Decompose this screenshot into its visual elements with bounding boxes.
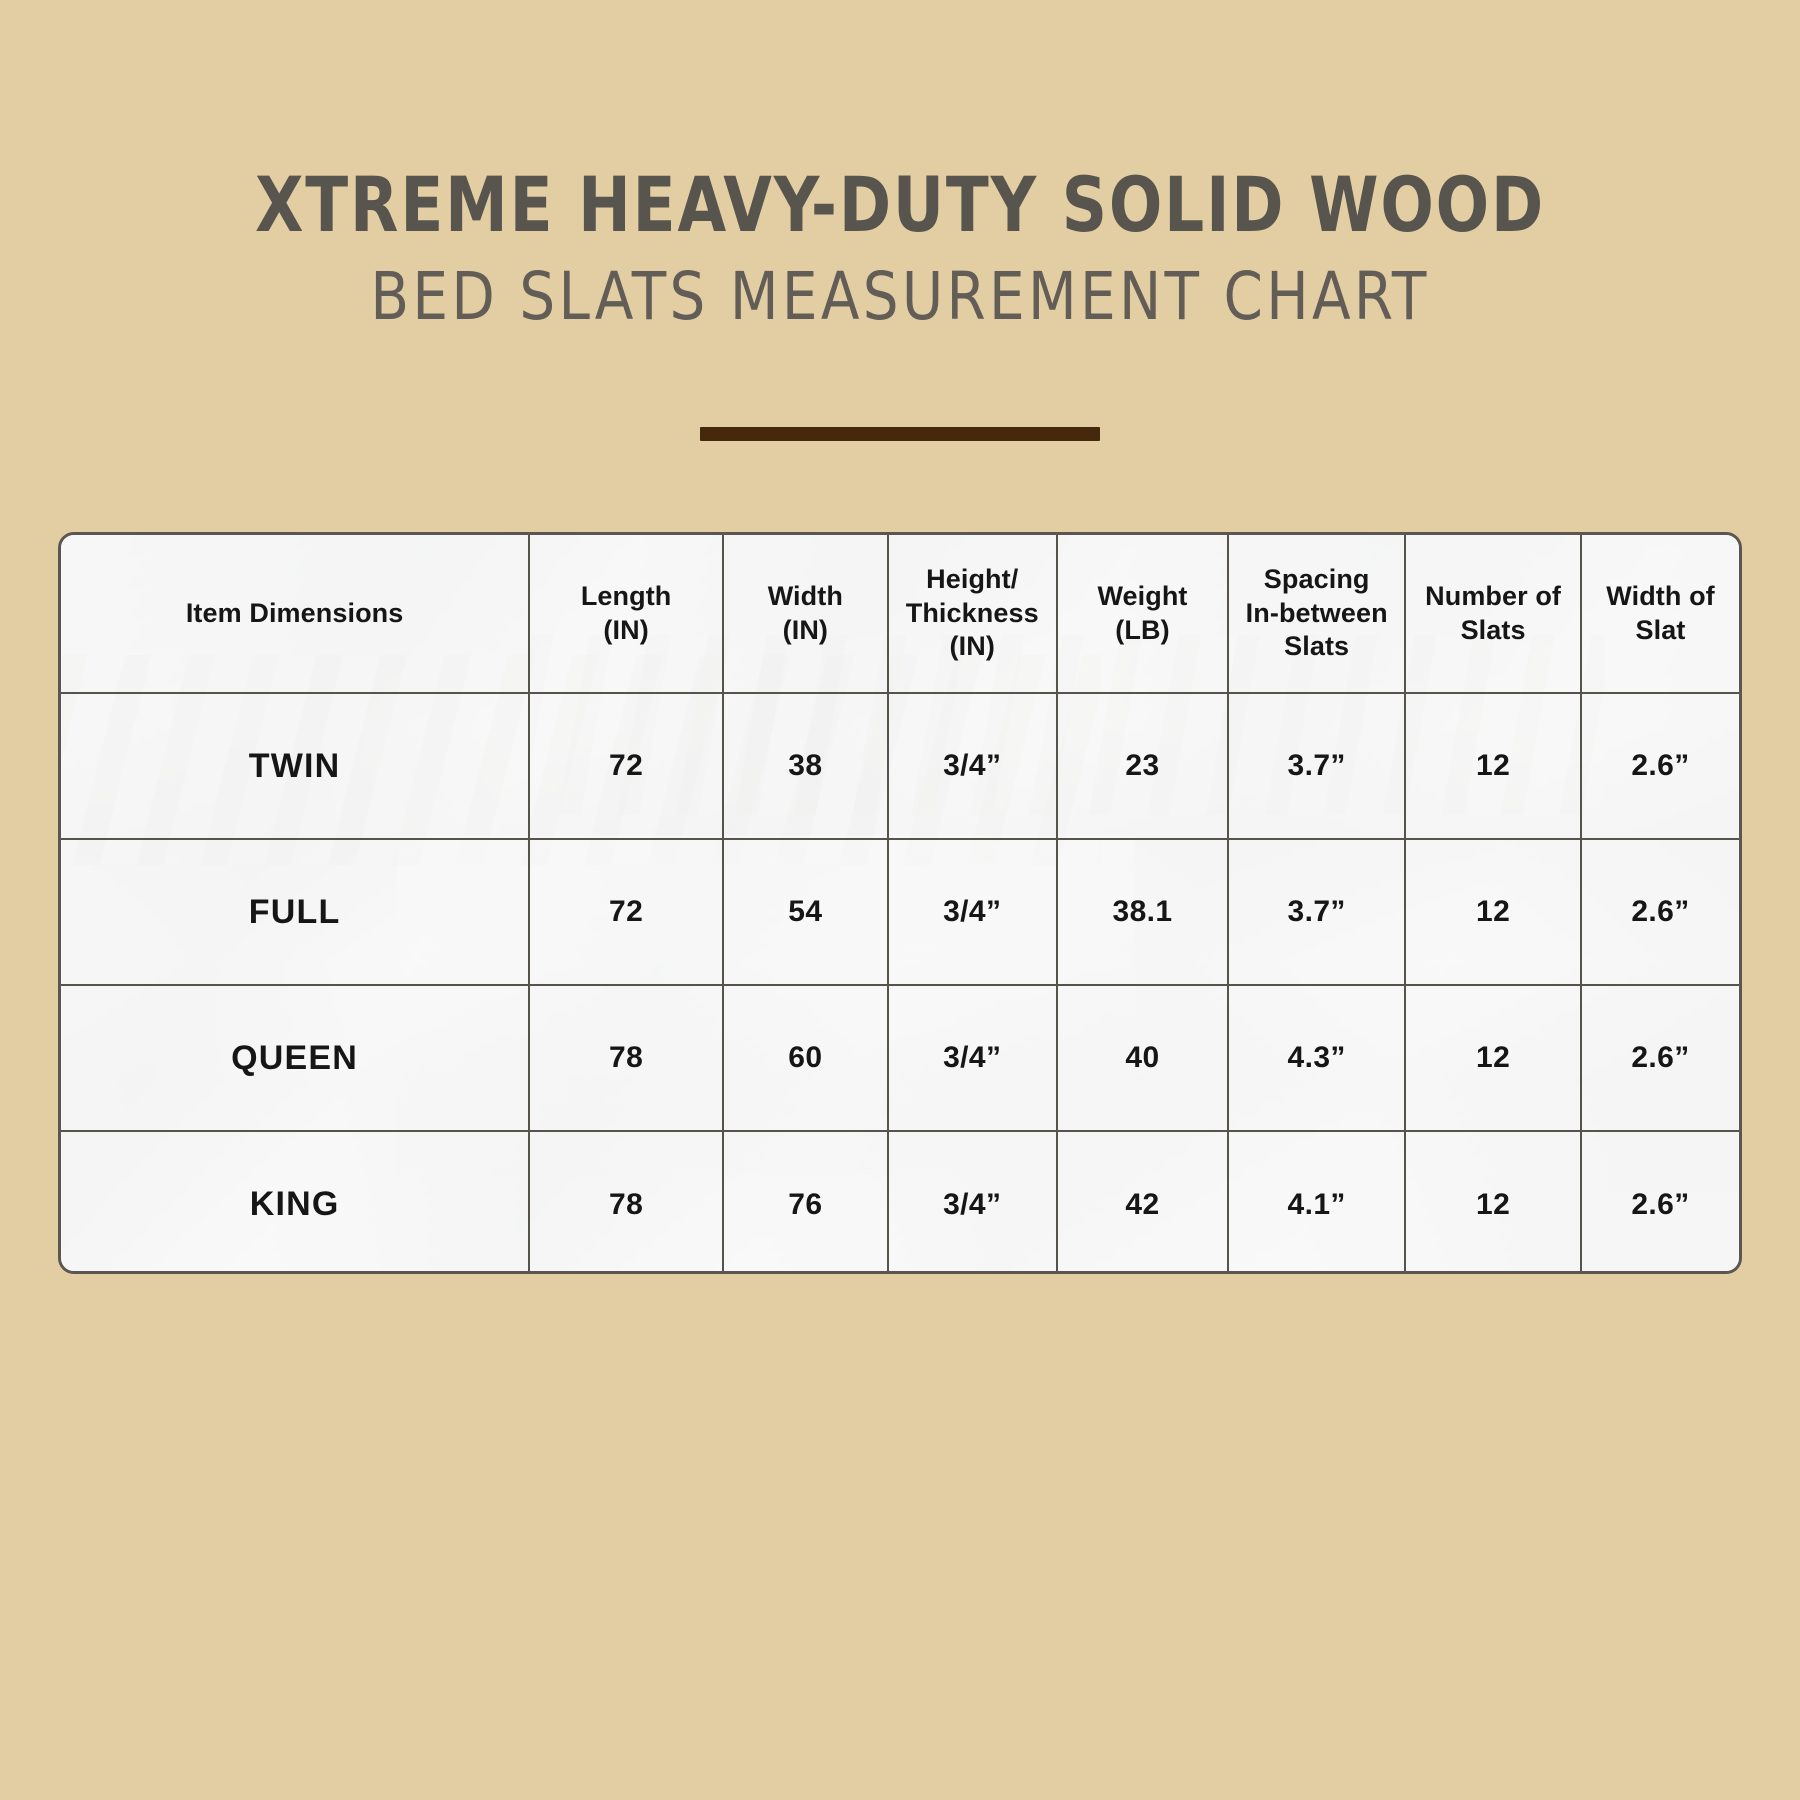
header-line-2: (IN)	[782, 614, 829, 645]
header-line-1: Number of	[1425, 581, 1562, 612]
column-header-width: Width (IN)	[722, 535, 889, 694]
cell-slatwidth: 2.6”	[1580, 1130, 1739, 1271]
cell-height: 3/4”	[886, 1130, 1058, 1271]
cell-number: 12	[1404, 692, 1583, 840]
measurement-table-container: Item Dimensions Length (IN) Width (IN) H…	[58, 532, 1742, 1274]
column-header-length: Length (IN)	[528, 535, 724, 694]
cell-weight: 40	[1055, 984, 1230, 1132]
cell-number: 12	[1404, 838, 1583, 986]
measurement-table: Item Dimensions Length (IN) Width (IN) H…	[61, 535, 1739, 1271]
table-row: FULL 72 54 3/4” 38.1 3.7” 12 2.6”	[61, 838, 1739, 986]
cell-length: 78	[528, 984, 724, 1132]
cell-length: 78	[528, 1130, 724, 1271]
header-line-1: Width	[767, 581, 843, 612]
column-header-item-dimensions: Item Dimensions	[61, 535, 531, 694]
cell-slatwidth: 2.6”	[1580, 838, 1739, 986]
header-line-1: Width of	[1606, 581, 1715, 612]
header-line-2: Slats	[1460, 614, 1526, 645]
header-line-1: Height/	[926, 564, 1019, 595]
cell-item: KING	[61, 1130, 531, 1271]
header-line-2: Slat	[1635, 614, 1686, 645]
header-line-2: In-between	[1245, 597, 1388, 628]
title-divider-bar	[700, 426, 1100, 441]
cell-weight: 42	[1055, 1130, 1230, 1271]
header-line-2: (LB)	[1115, 614, 1170, 645]
cell-item: TWIN	[61, 692, 531, 840]
cell-length: 72	[528, 692, 724, 840]
cell-spacing: 4.1”	[1227, 1130, 1407, 1271]
cell-height: 3/4”	[886, 984, 1058, 1132]
header-line-1: Weight	[1097, 581, 1188, 612]
cell-height: 3/4”	[886, 692, 1058, 840]
cell-weight: 23	[1055, 692, 1230, 840]
cell-number: 12	[1404, 984, 1583, 1132]
cell-length: 72	[528, 838, 724, 986]
header-line-1: Length	[580, 581, 672, 612]
column-header-number-of-slats: Number of Slats	[1404, 535, 1583, 694]
divider-wrap	[0, 426, 1800, 441]
column-header-width-of-slat: Width of Slat	[1580, 535, 1739, 694]
cell-height: 3/4”	[886, 838, 1058, 986]
table-row: KING 78 76 3/4” 42 4.1” 12 2.6”	[61, 1130, 1739, 1271]
cell-width: 60	[722, 984, 889, 1132]
page-subtitle: BED SLATS MEASUREMENT CHART	[370, 257, 1430, 335]
page-title: XTREME HEAVY-DUTY SOLID WOOD	[254, 160, 1546, 249]
table-row: QUEEN 78 60 3/4” 40 4.3” 12 2.6”	[61, 984, 1739, 1132]
cell-slatwidth: 2.6”	[1580, 984, 1739, 1132]
cell-spacing: 3.7”	[1227, 692, 1407, 840]
cell-weight: 38.1	[1055, 838, 1230, 986]
cell-width: 76	[722, 1130, 889, 1271]
cell-slatwidth: 2.6”	[1580, 692, 1739, 840]
table-header-row: Item Dimensions Length (IN) Width (IN) H…	[61, 535, 1739, 694]
cell-spacing: 3.7”	[1227, 838, 1407, 986]
cell-number: 12	[1404, 1130, 1583, 1271]
cell-width: 38	[722, 692, 889, 840]
cell-item: QUEEN	[61, 984, 531, 1132]
title-block: XTREME HEAVY-DUTY SOLID WOOD BED SLATS M…	[0, 0, 1800, 331]
column-header-weight: Weight (LB)	[1055, 535, 1230, 694]
header-line-2: Thickness	[905, 597, 1039, 628]
cell-item: FULL	[61, 838, 531, 986]
header-line-3: (IN)	[949, 631, 995, 662]
column-header-spacing-in-between-slats: Spacing In-between Slats	[1227, 535, 1407, 694]
header-line-1: Spacing	[1263, 564, 1370, 595]
cell-spacing: 4.3”	[1227, 984, 1407, 1132]
column-header-height-thickness: Height/ Thickness (IN)	[886, 535, 1058, 694]
cell-width: 54	[722, 838, 889, 986]
header-line-3: Slats	[1284, 631, 1350, 662]
table-row: TWIN 72 38 3/4” 23 3.7” 12 2.6”	[61, 692, 1739, 840]
header-line-2: (IN)	[603, 614, 649, 645]
header-line-1: Item Dimensions	[185, 597, 404, 628]
